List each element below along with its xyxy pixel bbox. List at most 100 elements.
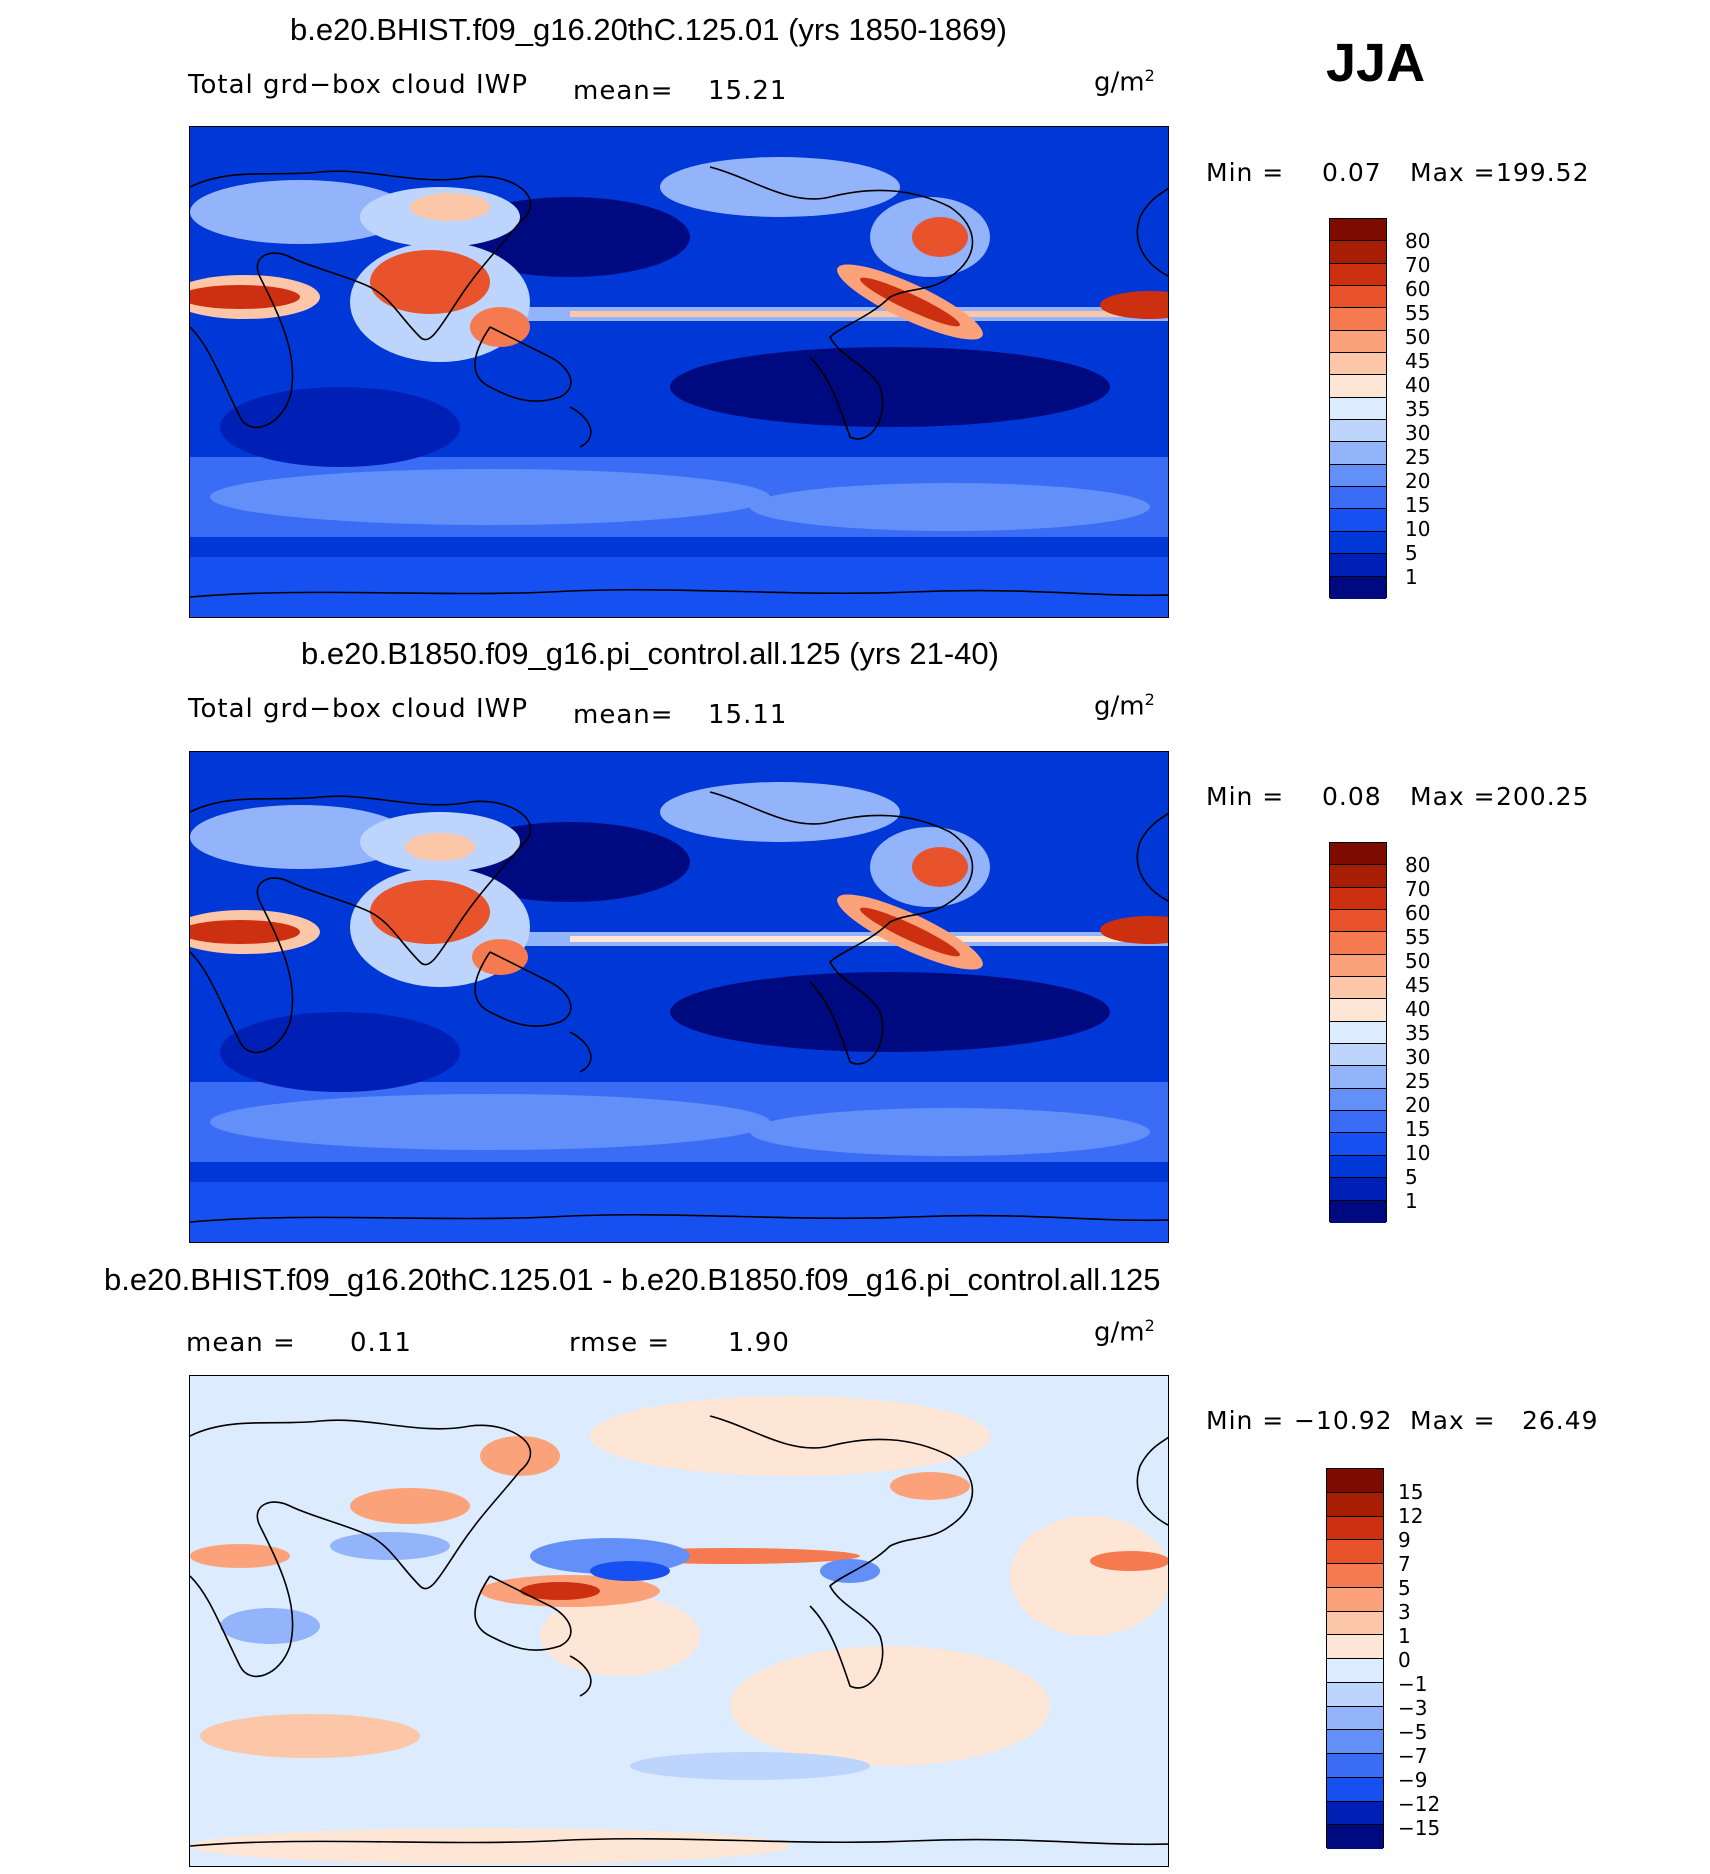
diff-negative: [220, 1608, 320, 1644]
panel2-title: b.e20.B1850.f09_g16.pi_control.all.125 (…: [301, 636, 999, 671]
panel3-colorbar: [1326, 1468, 1384, 1849]
southern-band-light: [750, 1108, 1150, 1156]
colorbar-cell: [1330, 1111, 1386, 1134]
colorbar-cell: [1330, 1066, 1386, 1089]
panel3-rmse-label: rmse =: [569, 1328, 671, 1358]
colorbar-tick-label: 80: [1405, 853, 1431, 877]
colorbar-tick-label: 1: [1405, 1189, 1418, 1213]
panel1-max-value: 199.52: [1496, 158, 1590, 187]
panel3-max-label: Max =: [1410, 1406, 1496, 1435]
colorbar-tick-label: −9: [1398, 1768, 1428, 1792]
colorbar-cell: [1327, 1706, 1383, 1731]
panel1-min-value: 0.07: [1322, 158, 1382, 187]
colorbar-tick-label: 70: [1405, 253, 1431, 277]
colorbar-tick-label: 15: [1405, 1117, 1431, 1141]
panel1-variable: Total grd−box cloud IWP: [188, 70, 529, 100]
panel3-min-value: −10.92: [1294, 1406, 1393, 1435]
colorbar-cell: [1327, 1516, 1383, 1541]
diff-strong-negative: [590, 1561, 670, 1581]
diff-positive: [540, 1596, 700, 1676]
colorbar-cell: [1330, 1178, 1386, 1201]
diff-positive: [890, 1472, 970, 1500]
panel1-title: b.e20.BHIST.f09_g16.20thC.125.01 (yrs 18…: [290, 12, 1007, 47]
colorbar-cell: [1327, 1492, 1383, 1517]
diff-negative: [330, 1532, 450, 1560]
colorbar-cell: [1330, 910, 1386, 933]
southern-band-light: [210, 469, 770, 525]
colorbar-tick-label: 45: [1405, 973, 1431, 997]
diff-positive: [190, 1828, 790, 1864]
colorbar-cell: [1330, 1133, 1386, 1156]
colorbar-tick-label: −3: [1398, 1696, 1428, 1720]
dry-zone: [670, 347, 1110, 427]
colorbar-tick-label: 15: [1398, 1480, 1424, 1504]
antarctic-band: [190, 1182, 1168, 1242]
colorbar-cell: [1330, 420, 1386, 443]
colorbar-cell: [1327, 1635, 1383, 1659]
colorbar-cell: [1330, 865, 1386, 888]
colorbar-cell: [1330, 576, 1386, 599]
colorbar-tick-label: 20: [1405, 1093, 1431, 1117]
colorbar-tick-label: 5: [1405, 541, 1418, 565]
colorbar-cell: [1330, 887, 1386, 911]
diff-positive: [730, 1646, 1050, 1766]
panel1-units: g/m2: [1094, 66, 1155, 98]
colorbar-tick-label: 10: [1405, 517, 1431, 541]
colorbar-cell: [1330, 241, 1386, 264]
panel1-min-label: Min =: [1206, 158, 1285, 187]
diff-negative: [630, 1752, 870, 1780]
panel3-min-label: Min =: [1206, 1406, 1285, 1435]
colorbar-tick-label: 15: [1405, 493, 1431, 517]
colorbar-tick-label: 35: [1405, 1021, 1431, 1045]
panel2-mean-value: 15.11: [708, 700, 788, 730]
southern-band-light: [210, 1094, 770, 1150]
atlantic-itcz: [1100, 291, 1168, 319]
coastlines: [190, 166, 1168, 598]
colorbar-tick-label: 30: [1405, 421, 1431, 445]
diff-positive: [190, 1544, 290, 1568]
southern-band-light: [750, 483, 1150, 531]
panel2-max-value: 200.25: [1496, 782, 1590, 811]
colorbar-tick-label: 1: [1398, 1624, 1411, 1648]
season-label: JJA: [1326, 33, 1426, 93]
antarctic-band: [190, 557, 1168, 617]
colorbar-cell: [1330, 442, 1386, 465]
north-band: [660, 782, 900, 842]
colorbar-cell: [1327, 1469, 1383, 1493]
colorbar-tick-label: 55: [1405, 301, 1431, 325]
colorbar-tick-label: 3: [1398, 1600, 1411, 1624]
colorbar-cell: [1327, 1825, 1383, 1849]
panel1-map: [189, 126, 1169, 618]
colorbar-cell: [1330, 397, 1386, 421]
colorbar-cell: [1330, 330, 1386, 354]
panel3-mean-label: mean =: [186, 1328, 296, 1358]
colorbar-tick-label: 40: [1405, 373, 1431, 397]
colorbar-tick-label: 35: [1405, 397, 1431, 421]
panel1-mean-label: mean=: [573, 76, 674, 106]
monsoon-core: [370, 880, 490, 944]
diff-positive: [1010, 1516, 1168, 1636]
colorbar-tick-label: 60: [1405, 901, 1431, 925]
colorbar-cell: [1327, 1801, 1383, 1826]
colorbar-tick-label: 50: [1405, 325, 1431, 349]
panel3-title: b.e20.BHIST.f09_g16.20thC.125.01 - b.e20…: [104, 1262, 1161, 1297]
panel1-max-label: Max =: [1410, 158, 1496, 187]
colorbar-cell: [1327, 1730, 1383, 1754]
panel2-colorbar: [1329, 842, 1387, 1223]
colorbar-tick-label: 25: [1405, 1069, 1431, 1093]
north-america-core: [912, 217, 968, 257]
colorbar-tick-label: −7: [1398, 1744, 1428, 1768]
colorbar-cell: [1327, 1564, 1383, 1588]
africa-core: [190, 920, 300, 944]
panel3-map: [189, 1375, 1169, 1867]
coastlines: [190, 1415, 1168, 1847]
panel3-map-svg: [190, 1376, 1168, 1866]
coastlines: [190, 791, 1168, 1223]
colorbar-tick-label: 5: [1398, 1576, 1411, 1600]
north-band: [660, 157, 900, 217]
colorbar-tick-label: 5: [1405, 1165, 1418, 1189]
colorbar-cell: [1330, 1021, 1386, 1045]
colorbar-tick-label: 40: [1405, 997, 1431, 1021]
colorbar-tick-label: 50: [1405, 949, 1431, 973]
colorbar-cell: [1330, 1200, 1386, 1223]
